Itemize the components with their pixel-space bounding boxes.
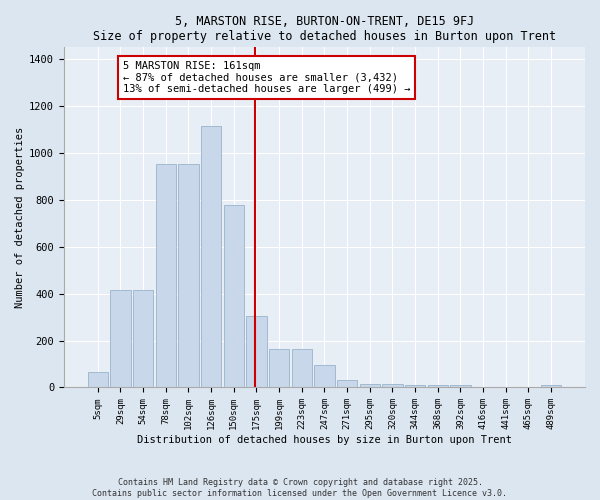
- Bar: [292, 348, 312, 388]
- Title: 5, MARSTON RISE, BURTON-ON-TRENT, DE15 9FJ
Size of property relative to detached: 5, MARSTON RISE, BURTON-ON-TRENT, DE15 9…: [93, 15, 556, 43]
- Bar: [314, 365, 335, 388]
- Y-axis label: Number of detached properties: Number of detached properties: [15, 126, 25, 308]
- Bar: [541, 385, 562, 388]
- Bar: [359, 384, 380, 388]
- Bar: [110, 290, 131, 388]
- Bar: [133, 290, 154, 388]
- Bar: [201, 126, 221, 388]
- Bar: [405, 384, 425, 388]
- Bar: [178, 164, 199, 388]
- Bar: [382, 384, 403, 388]
- Bar: [246, 316, 266, 388]
- Bar: [155, 164, 176, 388]
- Bar: [337, 380, 358, 388]
- Text: 5 MARSTON RISE: 161sqm
← 87% of detached houses are smaller (3,432)
13% of semi-: 5 MARSTON RISE: 161sqm ← 87% of detached…: [123, 61, 410, 94]
- X-axis label: Distribution of detached houses by size in Burton upon Trent: Distribution of detached houses by size …: [137, 435, 512, 445]
- Bar: [428, 384, 448, 388]
- Bar: [88, 372, 108, 388]
- Bar: [269, 348, 289, 388]
- Bar: [224, 206, 244, 388]
- Bar: [450, 385, 470, 388]
- Text: Contains HM Land Registry data © Crown copyright and database right 2025.
Contai: Contains HM Land Registry data © Crown c…: [92, 478, 508, 498]
